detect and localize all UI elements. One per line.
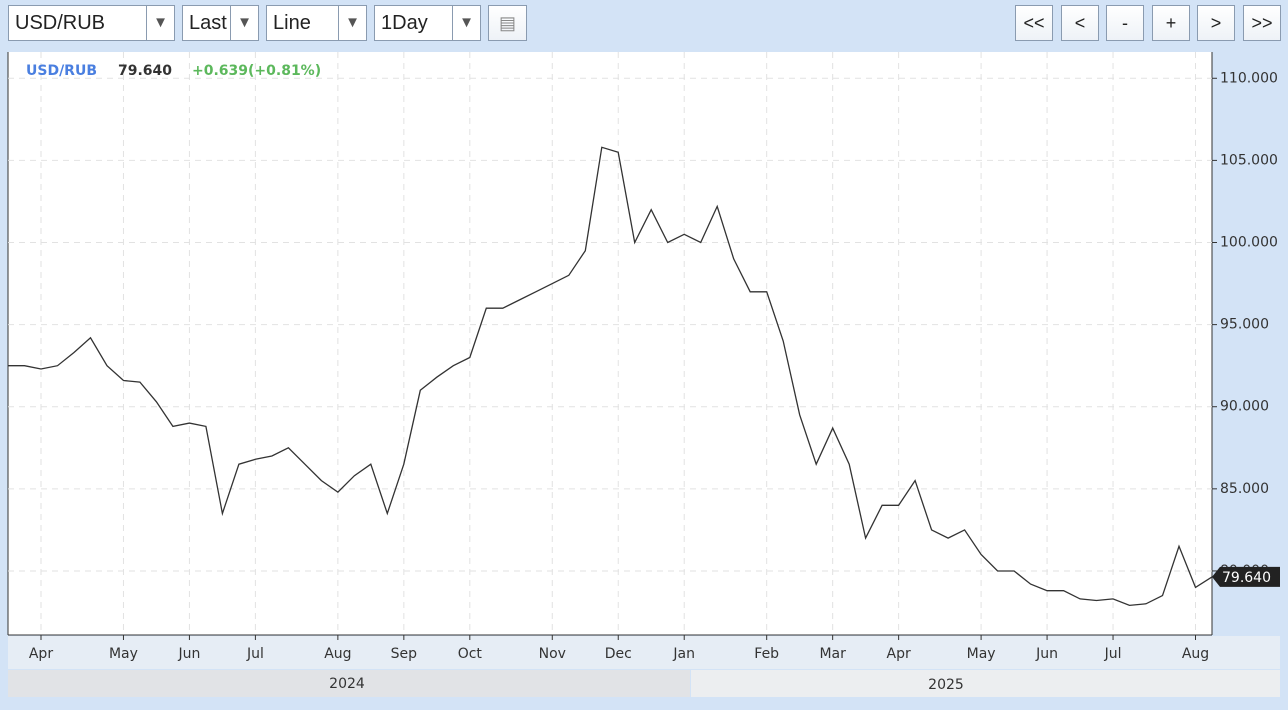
nav-button[interactable]: > — [1197, 5, 1235, 41]
x-tick-label: Apr — [887, 646, 911, 662]
price-line — [8, 146, 1213, 607]
year-label: 2024 — [329, 676, 365, 692]
dropdown[interactable]: 1Day ▼ — [374, 5, 481, 41]
x-tick-label: Oct — [458, 646, 483, 662]
x-tick-label: Sep — [391, 646, 418, 662]
year-label: 2025 — [928, 677, 964, 693]
x-tick-label: Jan — [672, 646, 695, 662]
dropdown-label: USD/RUB — [15, 12, 106, 34]
y-tick-label: 100.000 — [1220, 235, 1278, 251]
y-tick-label: 85.000 — [1220, 481, 1269, 497]
dropdown[interactable]: Line ▼ — [266, 5, 367, 41]
dropdown[interactable]: Last ▼ — [182, 5, 259, 41]
x-tick-label: May — [109, 646, 138, 662]
nav-button[interactable]: >> — [1243, 5, 1281, 41]
symbol: USD/RUB — [26, 63, 97, 79]
nav-button[interactable]: < — [1061, 5, 1099, 41]
dropdown-arrow: ▼ — [146, 6, 174, 40]
plot-area — [8, 52, 1212, 635]
nav-button[interactable]: << — [1015, 5, 1053, 41]
x-tick-label: Jul — [246, 646, 264, 662]
x-axis-band — [8, 636, 1280, 669]
x-tick-label: Nov — [539, 646, 566, 662]
x-tick-label: Mar — [819, 646, 846, 662]
x-tick-label: Apr — [29, 646, 53, 662]
x-tick-label: Feb — [754, 646, 779, 662]
x-tick-label: Jul — [1104, 646, 1122, 662]
y-tick-label: 110.000 — [1220, 70, 1278, 86]
y-tick-label: 95.000 — [1220, 317, 1269, 333]
dropdown-arrow: ▼ — [452, 6, 480, 40]
dropdown-label: Line — [273, 12, 311, 34]
y-tick-label: 90.000 — [1220, 399, 1269, 415]
year-band — [691, 670, 1280, 697]
nav-button[interactable]: + — [1152, 5, 1190, 41]
change: +0.639(+0.81%) — [192, 63, 321, 79]
x-tick-label: Aug — [324, 646, 351, 662]
dropdown-label: 1Day — [381, 12, 428, 34]
dropdown[interactable]: USD/RUB ▼ — [8, 5, 175, 41]
x-tick-label: Dec — [605, 646, 632, 662]
dropdown-label: Last — [189, 12, 227, 34]
year-band — [8, 670, 690, 697]
last-value-badge-label: 79.640 — [1222, 570, 1271, 586]
last-value-badge — [1212, 566, 1280, 587]
last-value: 79.640 — [118, 63, 172, 79]
dropdown-arrow: ▼ — [230, 6, 258, 40]
y-tick-label: 105.000 — [1220, 152, 1278, 168]
x-tick-label: May — [967, 646, 996, 662]
x-tick-label: Aug — [1182, 646, 1209, 662]
dropdown-arrow: ▼ — [338, 6, 366, 40]
x-tick-label: Jun — [177, 646, 200, 662]
table-icon-button[interactable]: ▤ — [488, 5, 527, 41]
nav-button[interactable]: - — [1106, 5, 1144, 41]
x-tick-label: Jun — [1035, 646, 1058, 662]
